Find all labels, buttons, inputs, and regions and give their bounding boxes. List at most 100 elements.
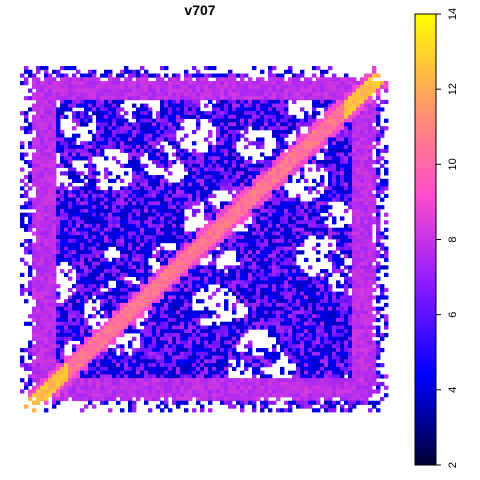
heatmap-cell [176, 235, 181, 240]
heatmap-cell [248, 103, 253, 108]
heatmap-cell [292, 201, 297, 206]
heatmap-cell [52, 261, 57, 266]
heatmap-cell [336, 193, 341, 199]
heatmap-cell [144, 171, 149, 176]
heatmap-cell [104, 261, 109, 266]
heatmap-cell [356, 216, 361, 221]
heatmap-cell [344, 144, 349, 150]
heatmap-cell [300, 227, 305, 232]
heatmap-cell [288, 276, 293, 281]
heatmap-cell [276, 144, 281, 150]
heatmap-cell [232, 88, 237, 93]
heatmap-cell [184, 250, 189, 255]
heatmap-cell [168, 314, 173, 319]
heatmap-cell [72, 126, 77, 131]
heatmap-cell [120, 107, 125, 112]
heatmap-cell [236, 235, 241, 240]
heatmap-cell [276, 235, 281, 240]
heatmap-cell [176, 310, 181, 315]
heatmap-cell [268, 114, 273, 120]
heatmap-cell [216, 160, 221, 165]
heatmap-cell [364, 216, 369, 221]
heatmap-cell [80, 317, 85, 323]
heatmap-cell [212, 160, 217, 165]
heatmap-cell [52, 129, 57, 135]
heatmap-cell [160, 144, 165, 150]
heatmap-cell [164, 299, 169, 304]
heatmap-cell [304, 276, 309, 281]
heatmap-cell [40, 223, 45, 229]
heatmap-cell [372, 205, 377, 210]
heatmap-cell [332, 227, 337, 232]
heatmap-cell [80, 242, 85, 247]
heatmap-cell [136, 208, 141, 214]
heatmap-cell [104, 239, 109, 244]
heatmap-cell [76, 272, 81, 278]
heatmap-cell [84, 201, 89, 206]
heatmap-cell [164, 302, 169, 308]
heatmap-cell [212, 182, 217, 187]
heatmap-cell [364, 99, 369, 105]
heatmap-cell [140, 287, 145, 293]
heatmap-cell [32, 122, 37, 127]
heatmap-cell [268, 73, 273, 78]
heatmap-cell [44, 272, 49, 278]
heatmap-cell [184, 88, 189, 93]
heatmap-cell [324, 160, 329, 165]
heatmap-cell [128, 302, 133, 308]
heatmap-cell [372, 126, 377, 131]
heatmap-cell [236, 129, 241, 135]
heatmap-cell [116, 287, 121, 293]
heatmap-cell [276, 178, 281, 183]
heatmap-cell [244, 269, 249, 274]
heatmap-cell [172, 306, 177, 311]
heatmap-cell [356, 231, 361, 236]
heatmap-cell [44, 269, 49, 274]
heatmap-cell [332, 302, 337, 308]
heatmap-cell [284, 223, 289, 229]
heatmap-cell [208, 272, 213, 278]
heatmap-cell [96, 250, 101, 255]
heatmap-cell [152, 88, 157, 93]
heatmap-cell [244, 160, 249, 165]
heatmap-cell [40, 216, 45, 221]
heatmap-cell [216, 148, 221, 153]
heatmap-cell [200, 246, 205, 251]
heatmap-cell [252, 81, 257, 86]
heatmap-cell [176, 81, 181, 86]
heatmap-cell [52, 175, 57, 180]
heatmap-cell [352, 197, 357, 202]
heatmap-cell [284, 231, 289, 236]
heatmap-cell [88, 197, 93, 202]
heatmap-cell [216, 216, 221, 221]
heatmap-cell [376, 88, 381, 93]
heatmap-cell [312, 310, 317, 315]
heatmap-cell [352, 250, 357, 255]
heatmap-cell [192, 239, 197, 244]
heatmap-cell [228, 178, 233, 183]
heatmap-cell [300, 156, 305, 161]
heatmap-cell [100, 272, 105, 278]
heatmap-cell [184, 107, 189, 112]
heatmap-cell [304, 212, 309, 217]
heatmap-cell [340, 77, 345, 82]
heatmap-cell [104, 171, 109, 176]
heatmap-cell [140, 129, 145, 135]
heatmap-cell [224, 141, 229, 146]
heatmap-cell [364, 291, 369, 296]
heatmap-cell [252, 182, 257, 187]
heatmap-cell [72, 103, 77, 108]
heatmap-cell [36, 103, 41, 108]
heatmap-cell [196, 182, 201, 187]
heatmap-cell [208, 160, 213, 165]
heatmap-cell [120, 212, 125, 217]
heatmap-cell [284, 92, 289, 97]
heatmap-cell [124, 317, 129, 323]
heatmap-cell [308, 152, 313, 157]
heatmap-cell [224, 201, 229, 206]
heatmap-cell [212, 246, 217, 251]
heatmap-cell [116, 99, 121, 105]
heatmap-cell [108, 137, 113, 142]
heatmap-cell [92, 314, 97, 319]
heatmap-cell [184, 265, 189, 270]
